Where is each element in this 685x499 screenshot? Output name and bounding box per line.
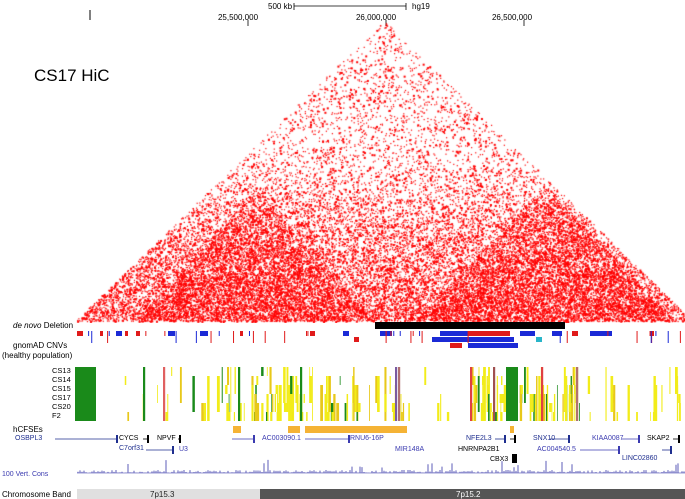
- gene-label-ac003090[interactable]: AC003090.1: [262, 435, 301, 442]
- sample-label: CS15: [52, 384, 71, 393]
- gene-label-mir148a[interactable]: MIR148A: [395, 446, 425, 453]
- annotation-tracks: [55, 322, 685, 499]
- sample-label: CS13: [52, 366, 71, 375]
- gene-label-snx10[interactable]: SNX10: [533, 435, 556, 442]
- gene-label-u3[interactable]: U3: [179, 446, 188, 453]
- hcfse-track-label: hCFSEs: [13, 425, 43, 434]
- gene-label-npvf[interactable]: NPVF: [157, 435, 176, 442]
- deletion-track-label: de novo Deletion: [13, 321, 73, 330]
- scale-label: 500 kb: [268, 2, 293, 11]
- gene-label-c7orf31[interactable]: C7orf31: [119, 445, 144, 452]
- chromosome-band-label: Chromosome Band: [2, 490, 71, 499]
- gene-label-skap2[interactable]: SKAP2: [647, 435, 670, 442]
- gene-label-hnrnpa2b1[interactable]: HNRNPA2B1: [458, 446, 500, 453]
- gene-label-rnu6[interactable]: RNU6-16P: [350, 435, 384, 442]
- gene-label-ac004540[interactable]: AC004540.5: [537, 446, 576, 453]
- hcfse-track: [233, 426, 514, 433]
- hic-heatmap[interactable]: [75, 18, 685, 323]
- gene-label-cycs[interactable]: CYCS: [119, 435, 139, 442]
- gene-label-nfe2l3[interactable]: NFE2L3: [466, 435, 492, 442]
- gene-label-kiaa0087[interactable]: KIAA0087: [592, 435, 624, 442]
- conservation-track: [77, 459, 685, 473]
- coord-label: 26,000,000: [356, 13, 396, 22]
- assembly-label: hg19: [412, 2, 430, 11]
- band-label-7p15-2: 7p15.2: [456, 490, 481, 499]
- gnomad-track-sublabel: (healthy population): [2, 351, 73, 360]
- band-7p15-3: [77, 489, 260, 499]
- sample-label: CS20: [52, 402, 71, 411]
- gene-label-osbpl3[interactable]: OSBPL3: [15, 435, 43, 442]
- gene-label-cbx3[interactable]: CBX3: [490, 456, 509, 463]
- sample-label: CS17: [52, 393, 71, 402]
- band-label-7p15-3: 7p15.3: [150, 490, 175, 499]
- gnomad-track-label: gnomAD CNVs: [13, 341, 68, 350]
- gene-models-track: [55, 435, 680, 463]
- deletion-bar: [375, 322, 565, 329]
- deletion-label-italic: de novo: [13, 321, 42, 330]
- gnomad-cnv-track: [77, 331, 681, 348]
- band-7p15-2: [260, 489, 685, 499]
- coord-label: 25,500,000: [218, 13, 258, 22]
- coord-label: 26,500,000: [492, 13, 532, 22]
- gene-label-linc02860[interactable]: LINC02860: [622, 455, 658, 462]
- enhancer-tracks: [75, 367, 681, 421]
- deletion-label-text: Deletion: [43, 321, 74, 330]
- conservation-track-label: 100 Vert. Cons: [2, 471, 49, 478]
- sample-label: CS14: [52, 375, 71, 384]
- sample-label: F2: [52, 411, 61, 420]
